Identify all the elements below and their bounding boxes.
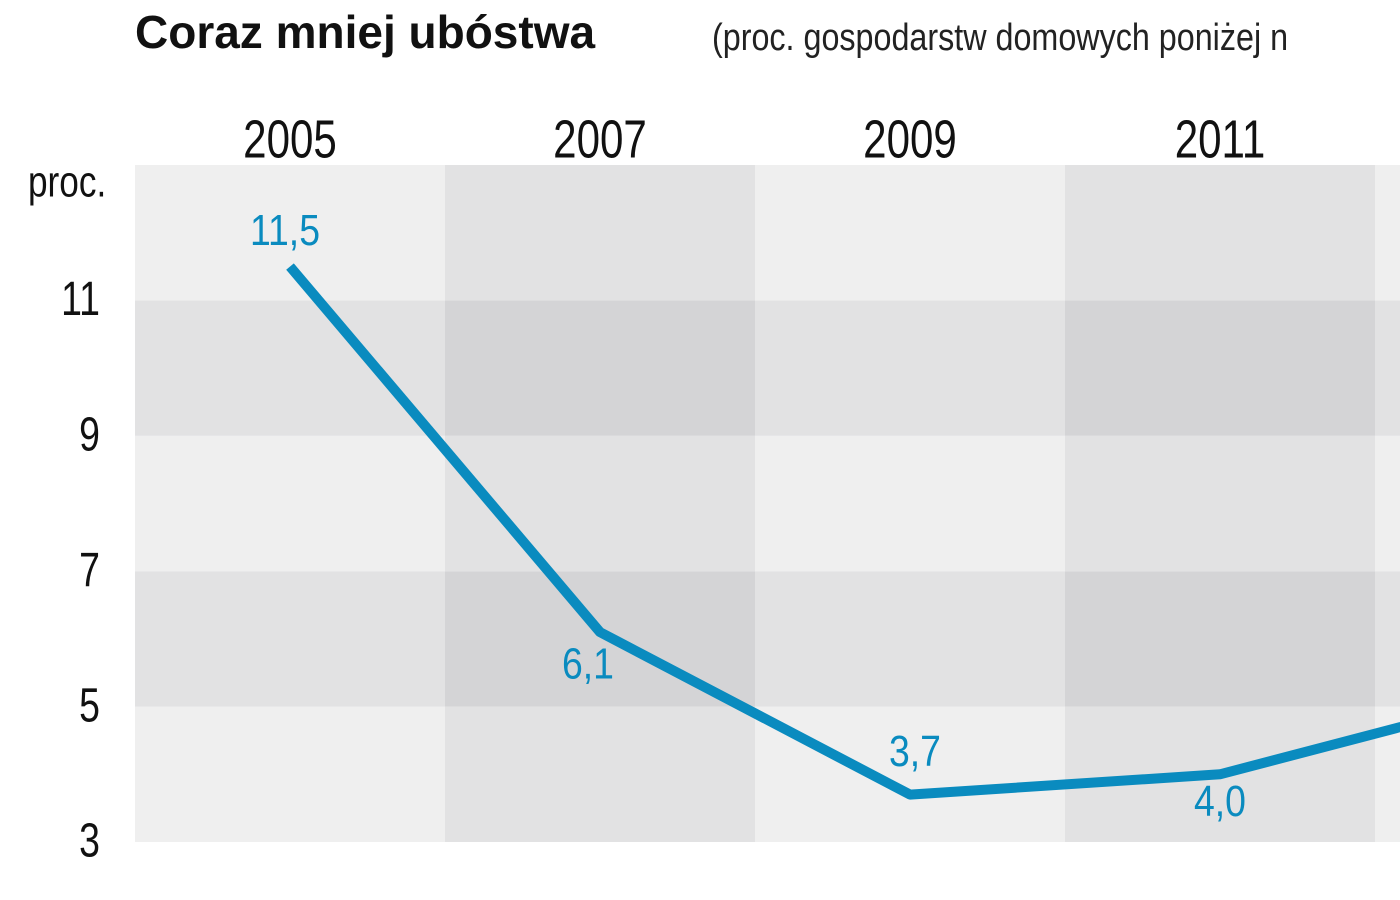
x-tick-label: 2011 — [1175, 109, 1266, 169]
data-label: 4,0 — [1194, 776, 1246, 826]
background-cell — [445, 300, 755, 436]
x-tick-label: 2007 — [553, 109, 647, 169]
background-cell — [755, 435, 1065, 572]
background-cell — [1375, 435, 1400, 572]
background-cell — [755, 300, 1065, 436]
y-tick-label: 7 — [79, 544, 100, 598]
background-cell — [755, 706, 1065, 842]
plot-background — [135, 165, 1400, 842]
y-tick-label: 11 — [61, 273, 100, 327]
background-cell — [135, 300, 445, 436]
background-cell — [135, 706, 445, 842]
y-axis-label: proc. — [28, 158, 106, 207]
background-cell — [1065, 165, 1375, 301]
background-cell — [135, 435, 445, 572]
x-tick-label: 2009 — [863, 109, 957, 169]
background-cell — [445, 165, 755, 301]
background-cell — [1065, 571, 1375, 707]
background-cell — [755, 571, 1065, 707]
background-cell — [755, 165, 1065, 301]
y-tick-label: 9 — [79, 408, 100, 462]
data-label: 6,1 — [562, 639, 614, 689]
background-cell — [1375, 165, 1400, 301]
y-tick-label: 5 — [79, 679, 100, 733]
chart-subtitle: (proc. gospodarstw domowych poniżej n — [712, 17, 1288, 59]
data-label: 11,5 — [250, 205, 320, 255]
background-cell — [445, 706, 755, 842]
background-cell — [135, 571, 445, 707]
background-cell — [1065, 435, 1375, 572]
line — [286, 263, 1400, 800]
data-label: 3,7 — [889, 726, 941, 776]
chart-title: Coraz mniej ubóstwa — [135, 6, 595, 58]
background-cell — [135, 165, 445, 301]
background-cell — [1065, 300, 1375, 436]
x-tick-label: 2005 — [243, 109, 337, 169]
background-cell — [1375, 571, 1400, 707]
y-tick-label: 3 — [79, 814, 100, 868]
background-cell — [1375, 300, 1400, 436]
